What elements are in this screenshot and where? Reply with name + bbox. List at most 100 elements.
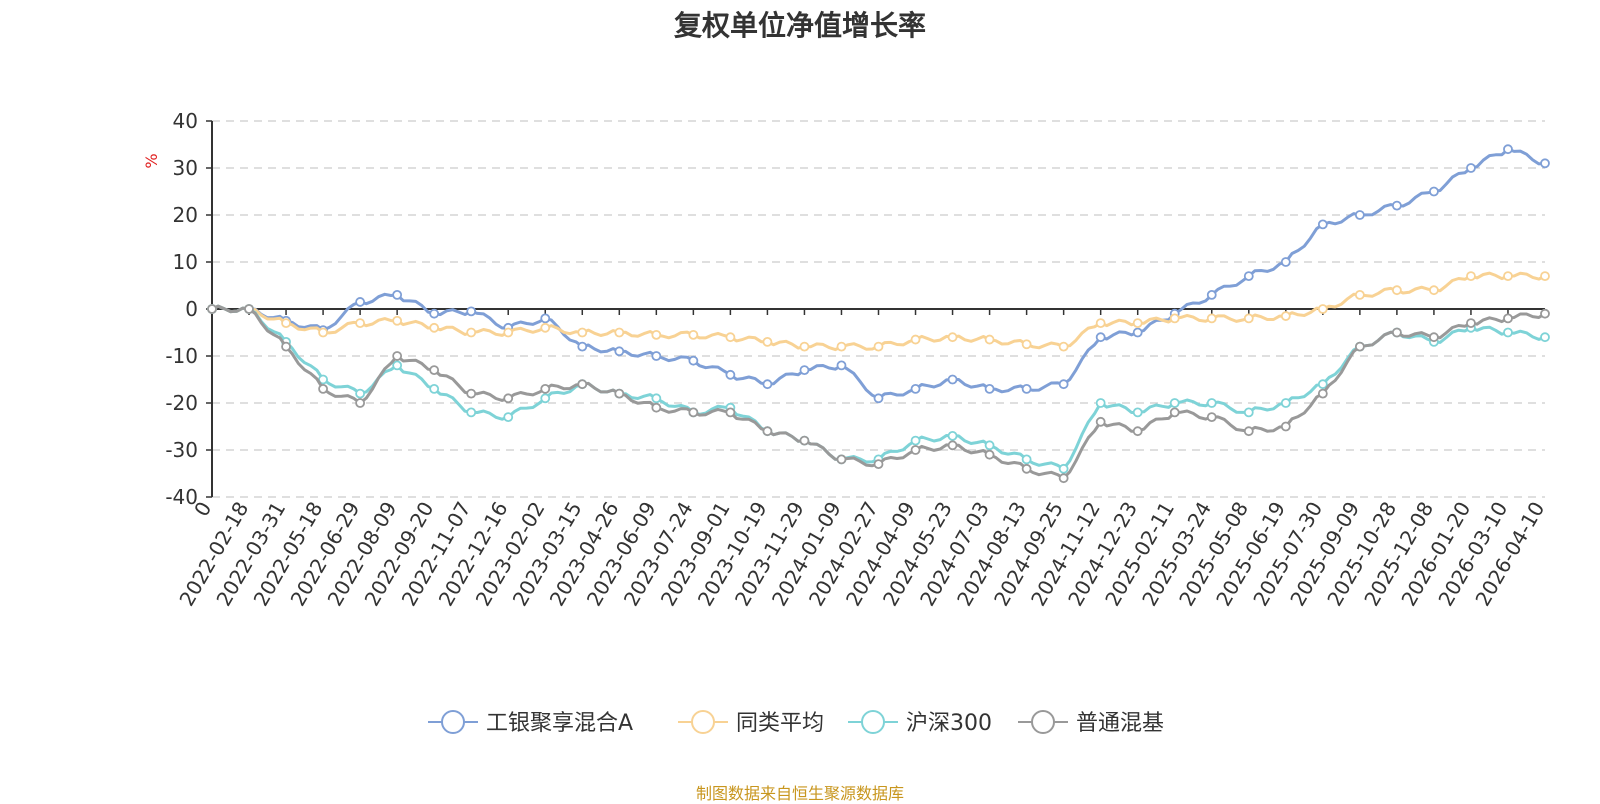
- legend-label: 普通混基: [1076, 711, 1164, 736]
- data-point: [1206, 412, 1217, 423]
- data-point: [1429, 285, 1439, 296]
- data-point: [651, 351, 662, 361]
- data-point: [651, 329, 662, 340]
- data-point: [1280, 421, 1291, 432]
- data-point: [1243, 407, 1254, 418]
- data-point: [1132, 318, 1143, 329]
- data-point: [1095, 332, 1106, 343]
- data-point: [392, 360, 403, 371]
- data-point: [1169, 313, 1180, 324]
- data-point: [1021, 339, 1032, 350]
- y-tick-label: 30: [173, 156, 198, 180]
- data-point: [1354, 289, 1365, 300]
- data-point: [1132, 327, 1143, 338]
- data-point: [1095, 318, 1106, 329]
- data-point: [947, 440, 958, 451]
- data-point: [688, 407, 699, 418]
- data-point: [1540, 308, 1550, 319]
- legend-label: 沪深300: [906, 711, 992, 736]
- data-point: [1540, 332, 1550, 343]
- data-point: [1058, 379, 1069, 390]
- data-point: [392, 351, 403, 361]
- data-point: [1466, 163, 1476, 173]
- data-point: [318, 383, 328, 394]
- data-point: [577, 341, 588, 352]
- data-point: [1429, 332, 1439, 343]
- data-point: [910, 334, 921, 345]
- data-point: [429, 308, 440, 319]
- data-point: [1540, 271, 1550, 282]
- y-axis-unit-label: %: [142, 153, 161, 168]
- data-point: [1317, 219, 1328, 230]
- data-point: [318, 327, 328, 338]
- data-point: [429, 322, 440, 333]
- y-tick-label: 0: [185, 297, 198, 321]
- data-point: [910, 435, 921, 446]
- data-point: [1391, 327, 1402, 338]
- data-point: [1095, 398, 1106, 408]
- data-point: [1132, 407, 1143, 418]
- data-point: [577, 379, 588, 390]
- data-point: [1243, 426, 1254, 437]
- y-tick-label: 10: [173, 250, 198, 274]
- data-point: [910, 383, 921, 394]
- data-point: [1169, 398, 1180, 408]
- data-point: [873, 459, 884, 470]
- legend[interactable]: 工银聚享混合A 同类平均 沪深300 普通混基: [428, 710, 1164, 736]
- data-point: [1206, 398, 1217, 408]
- data-point: [910, 445, 921, 455]
- data-point: [540, 383, 551, 394]
- data-point: [1503, 327, 1513, 338]
- data-point: [725, 407, 736, 418]
- data-point: [688, 329, 699, 340]
- data-point: [1466, 271, 1476, 282]
- y-axis-ticks: 40 30 20 10 0 -10 -20 -30 -40: [165, 109, 212, 509]
- data-point: [466, 388, 477, 399]
- legend-marker: [861, 710, 885, 734]
- data-point: [318, 374, 328, 385]
- legend-label: 同类平均: [736, 711, 824, 736]
- data-point: [355, 297, 366, 307]
- data-point: [1503, 271, 1513, 282]
- legend-label: 工银聚享混合A: [486, 711, 633, 736]
- data-point: [762, 336, 773, 347]
- data-point: [651, 402, 662, 413]
- data-point: [1540, 158, 1550, 169]
- data-point: [688, 355, 699, 366]
- data-point: [614, 388, 625, 399]
- data-point: [947, 430, 958, 441]
- data-point: [1206, 289, 1217, 300]
- data-point: [1391, 200, 1402, 211]
- data-point: [281, 318, 291, 329]
- data-point: [614, 346, 625, 357]
- data-point: [244, 304, 254, 314]
- data-point: [873, 393, 884, 404]
- data-point: [651, 393, 662, 404]
- data-point: [799, 435, 810, 446]
- data-point: [355, 398, 366, 408]
- data-point: [984, 334, 995, 345]
- data-point: [947, 332, 958, 343]
- data-point: [799, 365, 810, 376]
- data-point: [1058, 473, 1069, 484]
- y-tick-label: -30: [165, 438, 198, 462]
- data-point: [1354, 210, 1365, 220]
- data-point: [503, 393, 514, 404]
- data-point: [836, 341, 847, 352]
- data-point: [873, 341, 884, 352]
- series-line: [211, 304, 1546, 471]
- data-point: [540, 313, 551, 324]
- data-point: [1317, 304, 1328, 314]
- data-point: [1206, 313, 1217, 324]
- data-point: [947, 374, 958, 385]
- data-point: [984, 440, 995, 451]
- data-point: [355, 388, 366, 399]
- data-point: [1280, 398, 1291, 408]
- data-point: [836, 360, 847, 371]
- data-point: [1132, 426, 1143, 437]
- y-tick-label: -10: [165, 344, 198, 368]
- data-point: [392, 315, 403, 326]
- data-point: [984, 383, 995, 394]
- data-point: [392, 289, 403, 300]
